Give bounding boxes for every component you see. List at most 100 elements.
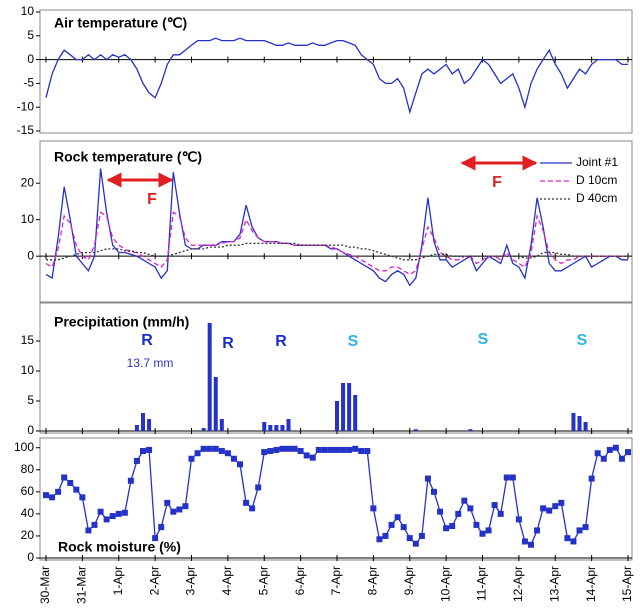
marker — [473, 521, 480, 528]
x-tick-label: 15-Apr — [620, 566, 634, 602]
bar — [347, 383, 352, 431]
marker — [382, 532, 389, 539]
marker — [364, 448, 371, 455]
bar — [262, 422, 267, 431]
y-tick-label: 100 — [14, 440, 34, 454]
marker — [618, 455, 625, 462]
panel-frame — [39, 302, 633, 434]
y-tick-label: 60 — [21, 484, 35, 498]
marker — [479, 530, 486, 537]
marker — [412, 540, 419, 547]
marker — [376, 536, 383, 543]
x-tick-label: 13-Apr — [547, 566, 561, 602]
y-tick-label: -15 — [17, 123, 35, 137]
x-tick-label: 8-Apr — [366, 566, 380, 595]
marker — [103, 516, 110, 523]
y-tick-label: 40 — [21, 506, 35, 520]
marker — [43, 492, 49, 499]
marker — [625, 449, 631, 456]
x-tick-label: 3-Apr — [184, 566, 198, 595]
y-tick-label: 10 — [21, 4, 35, 18]
marker — [497, 510, 504, 517]
marker — [158, 524, 165, 531]
marker — [194, 450, 201, 457]
legend-label: D 40cm — [576, 191, 617, 205]
panel-title: Rock temperature (℃) — [54, 149, 202, 165]
marker — [552, 503, 559, 510]
bar — [201, 428, 206, 431]
marker — [97, 508, 104, 515]
bar — [286, 419, 291, 431]
y-tick-label: 10 — [21, 363, 35, 377]
marker — [346, 446, 353, 453]
panel-title: Air temperature (℃) — [54, 15, 187, 31]
marker — [267, 448, 274, 455]
bar — [280, 425, 285, 431]
data-line — [46, 242, 628, 261]
marker — [352, 445, 359, 452]
legend-label: Joint #1 — [576, 155, 618, 169]
panel-frame — [39, 140, 633, 303]
marker — [182, 503, 189, 510]
marker — [61, 474, 68, 481]
bar — [207, 323, 212, 431]
marker — [212, 445, 219, 452]
marker — [534, 527, 541, 534]
marker — [261, 449, 268, 456]
x-tick-label: 11-Apr — [475, 566, 489, 601]
marker — [491, 502, 498, 509]
marker — [49, 494, 56, 501]
y-tick-label: 20 — [21, 175, 35, 189]
marker — [528, 541, 534, 548]
marker — [321, 446, 328, 453]
marker — [582, 524, 589, 531]
marker — [109, 513, 116, 520]
marker — [437, 508, 444, 515]
marker — [540, 505, 547, 512]
bar — [353, 395, 358, 431]
data-line — [45, 446, 629, 546]
annotation: S — [348, 333, 359, 350]
legend-label: D 10cm — [576, 173, 617, 187]
y-tick-label: 5 — [27, 393, 34, 407]
marker — [200, 445, 207, 452]
bar — [583, 422, 588, 431]
y-tick-label: 0 — [27, 423, 34, 437]
marker — [418, 532, 425, 539]
annotation: 13.7 mm — [127, 356, 174, 370]
marker — [443, 525, 450, 532]
y-tick-label: -5 — [23, 76, 34, 90]
marker — [55, 488, 62, 495]
marker — [291, 445, 298, 452]
annotation: R — [222, 335, 234, 352]
marker — [570, 538, 577, 545]
y-tick-label: 5 — [27, 28, 34, 42]
x-tick-label: 6-Apr — [293, 566, 307, 595]
marker — [558, 499, 565, 506]
marker — [85, 527, 92, 534]
bar — [341, 383, 346, 431]
marker — [485, 527, 492, 534]
marker — [279, 445, 286, 452]
y-tick-label: 15 — [21, 333, 35, 347]
marker — [152, 535, 159, 542]
marker — [224, 450, 231, 457]
panel-frame — [39, 437, 633, 561]
bar — [134, 425, 139, 431]
annotation: S — [577, 332, 588, 349]
y-tick-label: 80 — [21, 462, 35, 476]
marker — [243, 499, 250, 506]
marker — [449, 523, 456, 530]
y-tick-label: 0 — [27, 248, 34, 262]
marker — [303, 452, 310, 459]
marker — [230, 455, 237, 462]
marker — [327, 446, 334, 453]
bar — [141, 413, 145, 431]
marker — [176, 506, 183, 513]
marker — [503, 474, 510, 481]
marker — [115, 510, 122, 517]
marker — [388, 521, 395, 528]
bar — [577, 416, 582, 431]
bar — [468, 429, 473, 431]
data-line — [45, 37, 628, 115]
